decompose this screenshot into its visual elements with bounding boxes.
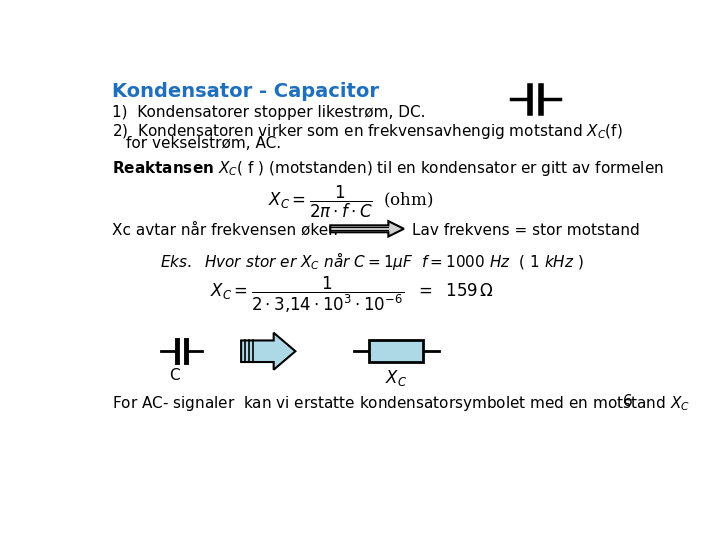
Polygon shape	[241, 333, 295, 370]
Polygon shape	[330, 221, 404, 237]
Text: $X_C = \dfrac{1}{2 \cdot 3{,}14 \cdot 10^3 \cdot 10^{-6}}$  $=$ $\ 159\,\Omega$: $X_C = \dfrac{1}{2 \cdot 3{,}14 \cdot 10…	[210, 274, 494, 314]
Text: 1)  Kondensatorer stopper likestrøm, DC.: 1) Kondensatorer stopper likestrøm, DC.	[112, 105, 426, 120]
Text: 2)  Kondensatoren virker som en frekvensavhengig motstand $X_C$(f): 2) Kondensatoren virker som en frekvensa…	[112, 122, 623, 141]
FancyBboxPatch shape	[369, 340, 423, 362]
Text: For AC- signaler  kan vi erstatte kondensatorsymbolet med en motstand $X_C$: For AC- signaler kan vi erstatte kondens…	[112, 394, 690, 413]
Text: $X_C = \dfrac{1}{2\pi \cdot f \cdot C}$  (ohm): $X_C = \dfrac{1}{2\pi \cdot f \cdot C}$ …	[269, 184, 433, 220]
Text: 6: 6	[623, 394, 632, 409]
Text: Kondensator - Capacitor: Kondensator - Capacitor	[112, 82, 379, 101]
Text: Xc avtar når frekvensen øker.: Xc avtar når frekvensen øker.	[112, 222, 338, 238]
Text: $\mathit{Eks.\ \ Hvor\ stor\ er}\ X_C\ \mathit{når\ C = 1\mu F\ \ f = 1000\ Hz\ : $\mathit{Eks.\ \ Hvor\ stor\ er}\ X_C\ \…	[160, 249, 584, 272]
Text: C: C	[169, 368, 180, 383]
Text: for vekselstrøm, AC.: for vekselstrøm, AC.	[126, 137, 281, 151]
Text: Lav frekvens = stor motstand: Lav frekvens = stor motstand	[412, 222, 639, 238]
Text: $\mathbf{Reaktansen}$ $X_{C}$( f ) (motstanden) til en kondensator er gitt av fo: $\mathbf{Reaktansen}$ $X_{C}$( f ) (mots…	[112, 159, 664, 178]
Text: $X_C$: $X_C$	[385, 368, 408, 388]
